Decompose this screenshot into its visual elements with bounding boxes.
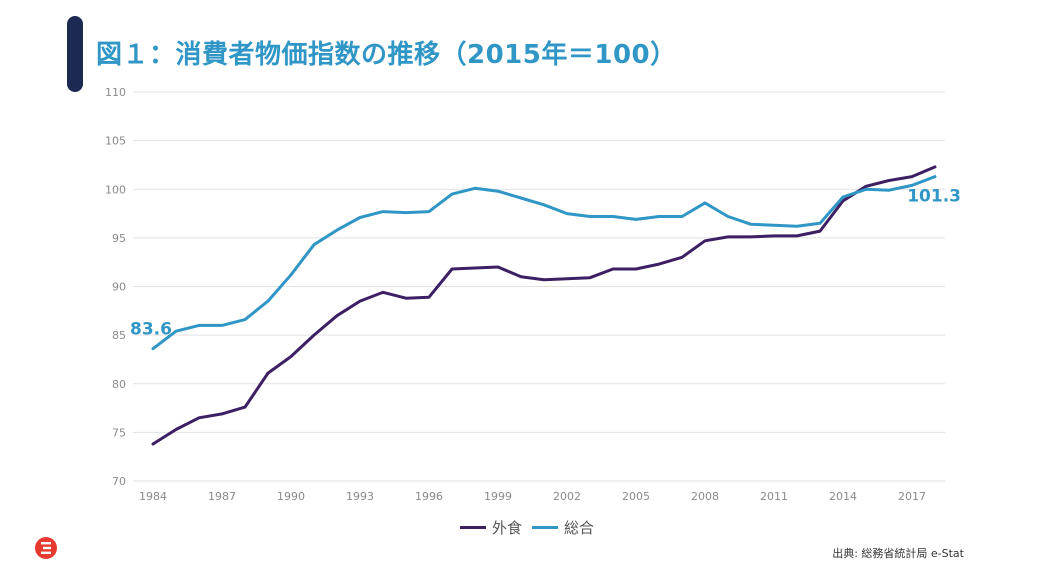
x-tick-label: 1984 [139,490,167,503]
chart-series [151,165,937,446]
y-axis-ticks: 70 75 80 85 90 95 100 105 110 [105,86,126,488]
title-accent-bar [67,16,83,92]
x-tick-label: 1999 [484,490,512,503]
legend-swatch-gaishoku [460,526,486,529]
x-tick-label: 2008 [691,490,719,503]
source-note: 出典: 総務省統計局 e-Stat [832,547,964,560]
chart-legend: 外食 総合 [460,517,594,538]
legend-swatch-sougou [532,526,559,529]
y-tick-label: 105 [105,135,126,148]
y-tick-label: 75 [112,426,126,439]
x-tick-label: 2014 [829,490,857,503]
legend-item-sougou: 総合 [532,517,594,538]
y-tick-label: 110 [105,86,126,99]
legend-item-gaishoku: 外食 [460,517,522,538]
series-line-sougou [151,175,937,351]
y-tick-label: 100 [105,183,126,196]
chart-title: 図１：消費者物価指数の推移（2015年＝100） [96,40,677,70]
brand-logo-icon [35,537,57,559]
x-tick-label: 1990 [277,490,305,503]
x-tick-label: 2002 [553,490,581,503]
annotation-end-value: 101.3 [907,187,961,207]
legend-label-sougou: 総合 [564,519,595,537]
y-tick-label: 95 [112,232,126,245]
series-line-gaishoku [151,165,937,446]
chart-grid [133,91,945,482]
annotation-start-value: 83.6 [130,320,172,340]
y-tick-label: 80 [112,378,126,391]
x-tick-label: 2011 [760,490,788,503]
x-tick-label: 1993 [346,490,374,503]
x-axis-ticks: 1984 1987 1990 1993 1996 1999 2002 2005 2008 2011… [139,490,926,503]
legend-label-gaishoku: 外食 [492,519,523,537]
x-tick-label: 2017 [898,490,926,503]
y-tick-label: 70 [112,475,126,488]
y-tick-label: 85 [112,329,126,342]
x-tick-label: 2005 [622,490,650,503]
chart-annotations: 83.6 101.3 [130,187,961,340]
x-tick-label: 1987 [208,490,236,503]
x-tick-label: 1996 [415,490,443,503]
y-tick-label: 90 [112,281,126,294]
